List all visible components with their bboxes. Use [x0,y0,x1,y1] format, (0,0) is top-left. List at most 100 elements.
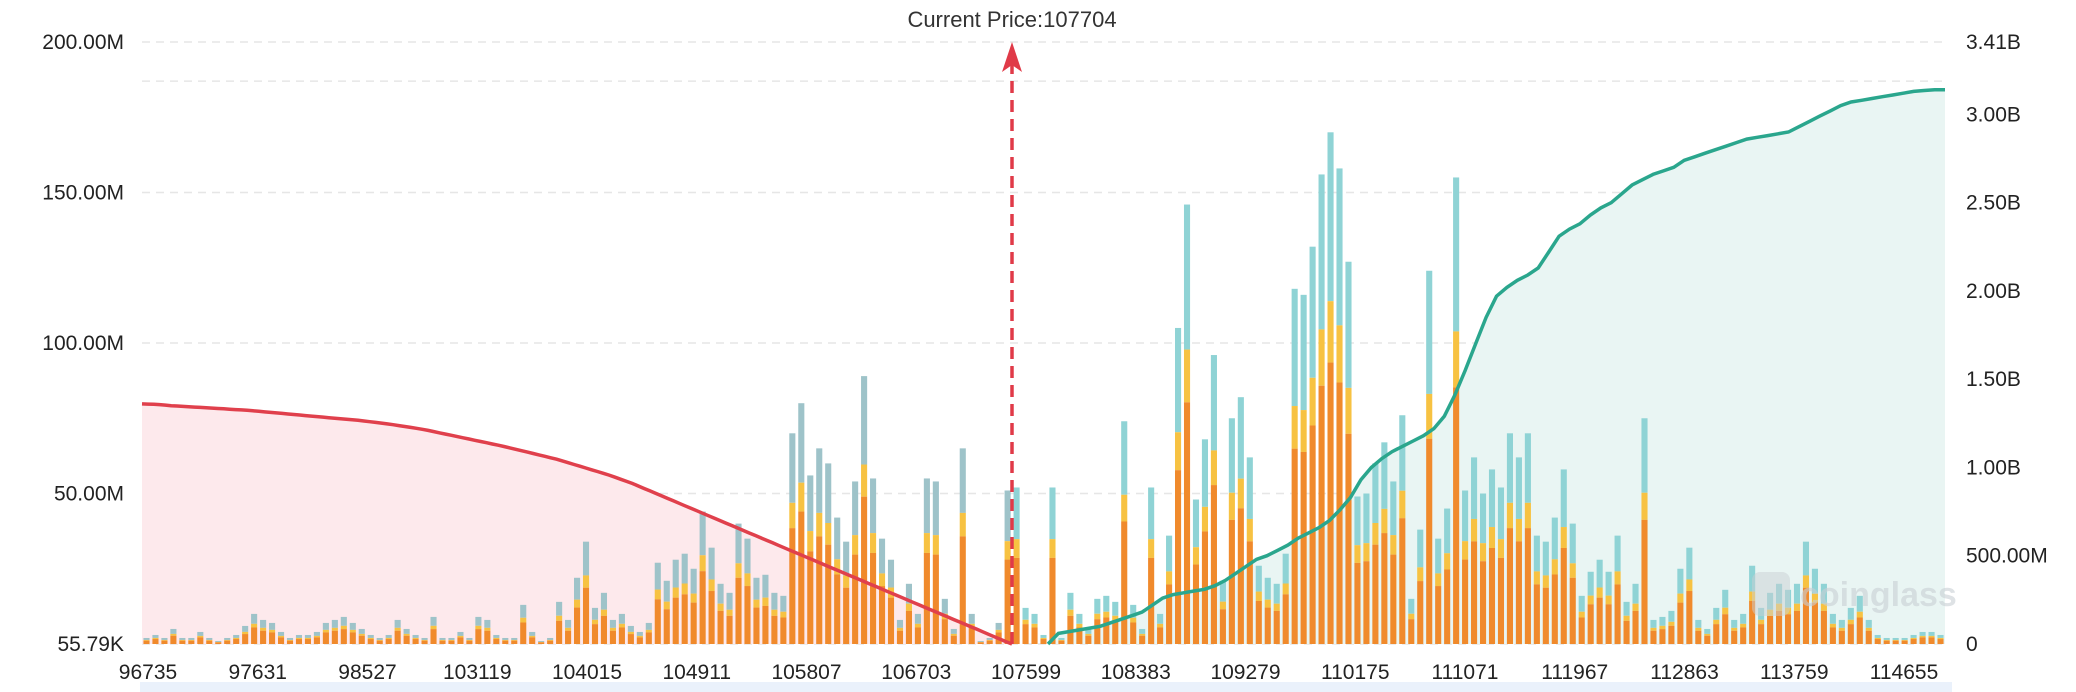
bar-mid-161 [1587,595,1594,605]
bar-low-2 [161,640,168,644]
bar-high-173 [1695,619,1702,628]
bar-low-65 [726,615,733,644]
bar-mid-195 [1892,639,1899,641]
bar-high-63 [708,547,715,580]
bar-low-148 [1471,541,1478,644]
bar-high-172 [1686,547,1693,580]
x-tick-10: 109279 [1210,661,1280,684]
bar-mid-17 [295,637,303,640]
bar-mid-27 [385,637,392,640]
bar-low-20 [322,632,329,644]
bar-high-18 [304,634,311,638]
bar-mid-197 [1910,637,1917,640]
bar-high-108 [1112,601,1119,616]
bar-low-87 [923,552,930,644]
bar-low-98 [1022,624,1029,644]
bar-low-55 [636,637,643,644]
bar-high-11 [242,625,249,632]
bar-mid-51 [600,609,608,616]
bar-low-5 [188,640,195,644]
cumulative-lines [141,87,1945,646]
bar-low-166 [1632,610,1639,644]
bar-mid-80 [861,464,868,497]
bar-low-4 [179,640,186,644]
bar-high-117 [1192,499,1200,548]
bar-mid-21 [331,627,338,631]
bar-mid-173 [1695,627,1702,631]
bar-low-159 [1569,577,1576,644]
bar-high-79 [852,481,859,536]
bar-high-177 [1731,619,1738,628]
bar-high-93 [977,640,984,642]
bar-low-187 [1820,610,1827,644]
bar-low-40 [502,640,509,644]
bar-low-181 [1767,615,1774,644]
bar-high-76 [825,463,832,523]
bar-low-175 [1713,624,1720,644]
bar-low-76 [825,544,832,644]
bar-low-81 [870,552,877,644]
bar-low-174 [1704,635,1711,644]
bar-high-54 [627,625,634,632]
bar-low-143 [1426,438,1433,644]
bar-low-80 [861,496,868,644]
bar-high-104 [1076,613,1083,624]
bar-high-164 [1614,535,1621,572]
bar-mid-105 [1085,633,1092,636]
coinglass-logo-icon [1752,572,1790,616]
bar-high-157 [1551,517,1558,560]
bar-high-73 [798,403,805,483]
bar-mid-136 [1363,543,1370,562]
bar-mid-144 [1435,573,1442,587]
bar-high-5 [188,637,195,640]
bar-mid-160 [1578,611,1585,618]
bar-high-82 [878,538,886,574]
bar-mid-30 [412,637,419,640]
bar-high-58 [663,580,670,602]
bar-low-58 [663,609,670,644]
bar-high-134 [1345,261,1352,388]
bar-low-144 [1435,586,1442,644]
bar-high-59 [672,559,679,588]
bar-mid-127 [1282,583,1289,595]
bar-high-148 [1471,457,1478,519]
bar-low-188 [1829,627,1836,644]
bar-mid-18 [304,637,311,640]
bar-mid-62 [699,555,706,572]
bar-low-99 [1031,627,1038,644]
bar-high-152 [1506,433,1513,503]
range-slider-strip[interactable] [140,682,1952,692]
bar-low-92 [968,627,975,644]
bar-low-130 [1309,425,1316,644]
bar-mid-174 [1704,633,1711,636]
x-tick-1: 97631 [229,661,287,684]
bar-low-41 [511,640,518,644]
bar-mid-154 [1524,502,1531,529]
bar-high-153 [1515,457,1522,519]
bar-low-157 [1551,574,1558,644]
bar-low-43 [529,637,536,644]
y-right-tick-5: 2.50B [1966,192,2021,215]
bar-low-198 [1919,637,1926,644]
bar-high-122 [1237,397,1244,479]
bar-mid-87 [923,533,930,553]
bar-mid-37 [475,625,482,630]
x-tick-4: 104015 [552,661,622,684]
bar-mid-6 [197,635,204,638]
bar-low-128 [1291,448,1298,644]
bar-mid-113 [1157,623,1164,628]
bar-mid-61 [690,593,697,603]
bar-low-83 [887,597,895,644]
bar-low-150 [1488,547,1496,644]
bar-high-155 [1533,535,1540,572]
bar-low-10 [233,639,240,644]
bar-mid-97 [1013,539,1020,558]
bar-low-105 [1085,635,1092,644]
bar-low-37 [475,629,482,644]
bar-high-135 [1354,496,1361,546]
bar-low-177 [1731,630,1738,644]
bar-mid-32 [430,625,437,630]
bar-high-40 [502,637,509,640]
bar-low-104 [1076,627,1083,644]
bar-mid-153 [1515,518,1522,542]
